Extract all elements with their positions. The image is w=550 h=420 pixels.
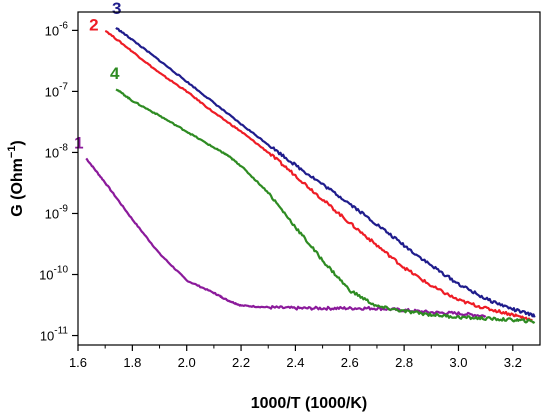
y-tick-label-exponent: -11 [54,326,68,337]
y-tick-label: 10-11 [40,326,69,344]
y-tick-label-exponent: -6 [59,20,68,31]
y-axis-title: G (Ohm−1) [6,140,26,217]
y-tick-label-base: 10 [45,23,59,38]
y-tick-label: 10-9 [45,203,69,221]
x-tick-label: 3.2 [504,355,522,370]
series-label-2: 2 [89,15,98,34]
series-line-3 [115,27,536,318]
y-tick-label: 10-7 [45,81,69,99]
series-label-4: 4 [110,64,120,83]
x-tick-label: 2.6 [341,355,359,370]
series-line-1 [85,157,487,318]
series-line-4 [115,88,536,324]
series-line-2 [104,29,533,323]
curves-layer [85,27,536,324]
y-tick-label-exponent: -7 [59,81,68,92]
x-tick-label: 2.0 [178,355,196,370]
y-axis-title-main: G (Ohm [9,158,26,217]
x-tick-label: 1.6 [69,355,87,370]
y-tick-label-exponent: -10 [54,265,69,276]
x-tick-label: 2.8 [395,355,413,370]
y-tick-label-base: 10 [45,145,59,160]
y-tick-label-base: 10 [45,206,59,221]
plot-frame [77,11,541,346]
y-axis-title-suffix: ) [9,140,26,145]
series-label-1: 1 [74,133,83,152]
y-tick-label-exponent: -9 [59,203,68,214]
x-tick-label: 2.4 [286,355,304,370]
series-label-3: 3 [112,0,121,18]
curve-labels-layer: 1 23 4 [74,0,121,152]
y-tick-label-base: 10 [40,329,54,344]
x-tick-label: 3.0 [449,355,467,370]
y-tick-label: 10-10 [39,265,68,283]
y-tick-label: 10-8 [45,142,69,160]
x-axis-ticks: 1.6 1.8 2.0 2.2 2.4 2.6 2.8 3.0 3.2 [69,345,522,370]
y-axis-title-exponent: −1 [6,146,18,159]
x-tick-label: 2.2 [232,355,250,370]
y-tick-label-base: 10 [45,84,59,99]
y-tick-label-exponent: -8 [59,142,68,153]
x-tick-label: 1.8 [123,355,141,370]
y-tick-label-base: 10 [39,268,53,283]
y-tick-label: 10-6 [45,20,69,38]
x-axis-title: 1000/T (1000/K) [251,395,368,412]
